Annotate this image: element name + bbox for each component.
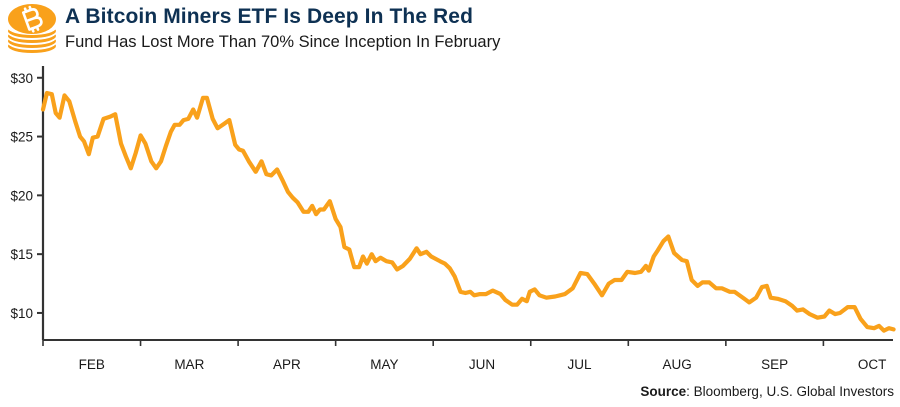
x-tick-label: APR (273, 357, 301, 372)
y-axis: $10 $15 $20 $25 $30 (10, 66, 45, 340)
source-text: : Bloomberg, U.S. Global Investors (686, 384, 894, 399)
source-label: Source (640, 384, 687, 399)
x-tick-label: AUG (662, 357, 691, 372)
x-tick-label: JUL (568, 357, 592, 372)
x-tick-label: MAR (174, 357, 204, 372)
x-tick-label: MAY (370, 357, 398, 372)
x-tick-label: JUN (469, 357, 495, 372)
bitcoin-coin-stack-icon (8, 4, 56, 53)
y-tick-label: $10 (10, 306, 33, 321)
x-axis: FEB MAR APR MAY JUN JUL AUG SEP OCT (42, 339, 893, 372)
chart-header: A Bitcoin Miners ETF Is Deep In The Red … (0, 0, 900, 60)
chart-title: A Bitcoin Miners ETF Is Deep In The Red (65, 5, 474, 28)
x-tick-label: SEP (761, 357, 788, 372)
x-tick-label: OCT (858, 357, 887, 372)
y-tick-label: $15 (10, 247, 33, 262)
source-note: Source: Bloomberg, U.S. Global Investors (640, 384, 894, 399)
series-line (40, 90, 896, 333)
y-tick-label: $20 (10, 188, 33, 203)
chart-subtitle: Fund Has Lost More Than 70% Since Incept… (65, 33, 501, 51)
series-group (40, 90, 896, 333)
y-tick-label: $25 (10, 130, 33, 145)
y-tick-label: $30 (10, 71, 33, 86)
x-tick-label: FEB (79, 357, 105, 372)
